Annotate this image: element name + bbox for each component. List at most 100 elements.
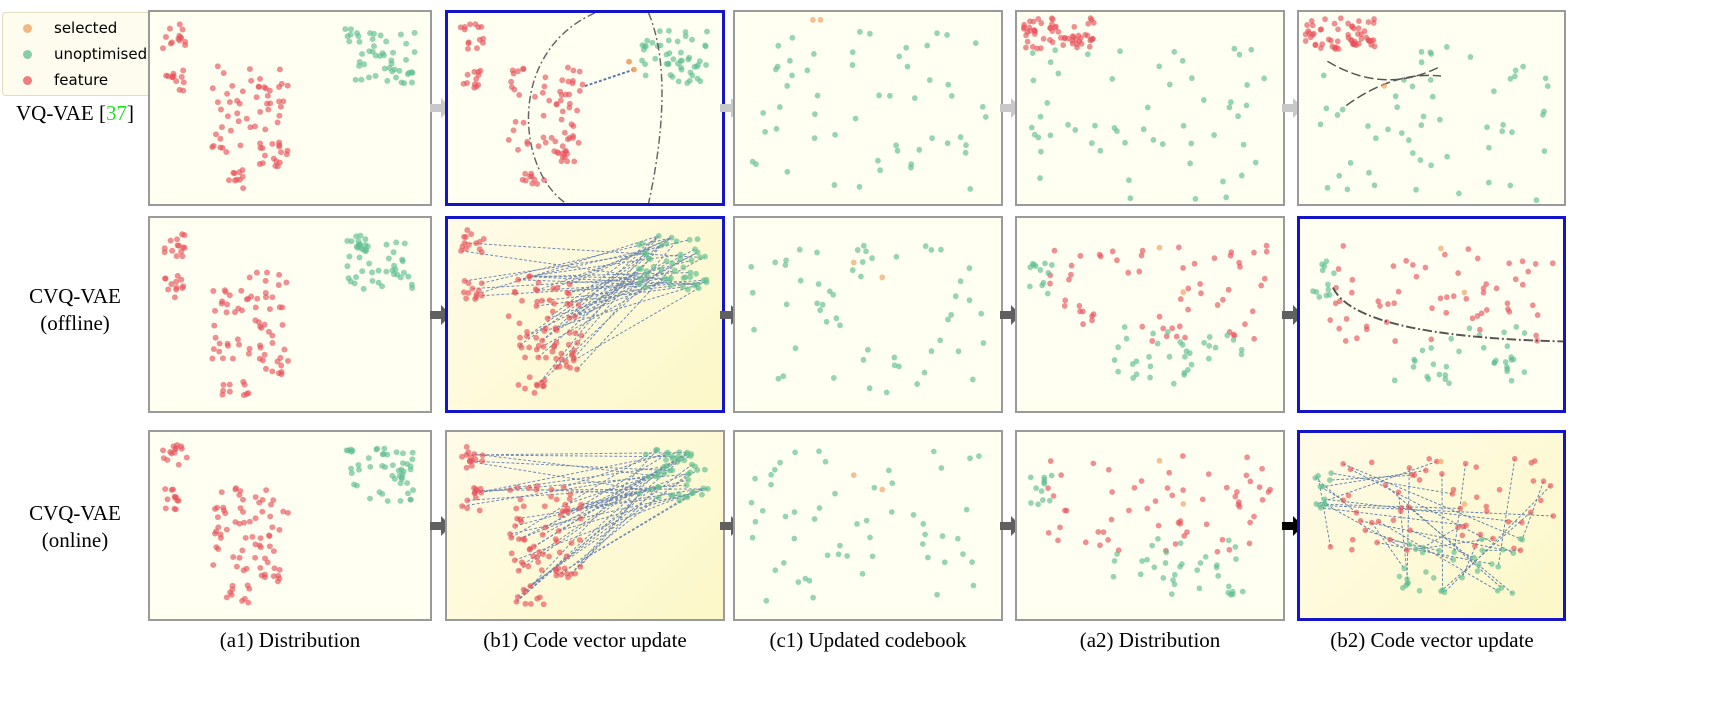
point-marker	[1370, 37, 1377, 44]
point-marker	[404, 490, 411, 497]
point-marker	[1489, 561, 1495, 567]
update-line	[536, 286, 683, 307]
point-marker	[1450, 293, 1457, 300]
point-marker	[1100, 529, 1107, 536]
point-marker	[1416, 587, 1423, 594]
point-marker	[1029, 43, 1036, 50]
point-marker	[1194, 567, 1201, 573]
scatter-plot	[160, 442, 417, 606]
point-marker	[804, 67, 811, 74]
point-marker	[257, 535, 264, 542]
point-marker	[1479, 547, 1486, 554]
point-marker	[411, 29, 418, 36]
point-marker	[226, 292, 233, 299]
update-line	[1319, 504, 1554, 517]
point-marker	[1219, 536, 1226, 543]
point-marker	[223, 526, 230, 533]
update-line	[474, 466, 665, 494]
point-marker	[1429, 93, 1436, 100]
point-marker	[284, 357, 291, 364]
point-marker	[859, 259, 866, 265]
point-marker	[879, 274, 886, 281]
point-marker	[1394, 104, 1401, 111]
point-marker	[1109, 248, 1116, 255]
point-marker	[353, 274, 360, 281]
point-marker	[511, 288, 518, 295]
point-marker	[945, 81, 952, 88]
point-marker	[1045, 485, 1051, 491]
point-marker	[795, 579, 802, 585]
scatter-plot	[1302, 15, 1551, 204]
update-line	[536, 269, 662, 387]
point-marker	[1126, 507, 1132, 514]
point-marker	[1179, 453, 1186, 459]
point-marker	[957, 278, 964, 285]
point-marker	[1512, 276, 1519, 283]
update-line	[547, 279, 670, 319]
row-label-sub: (online)	[41, 528, 109, 552]
row-label-text: CVQ-VAE	[29, 501, 121, 525]
point-marker	[929, 135, 936, 142]
point-marker	[1027, 18, 1033, 25]
point-marker	[749, 289, 756, 296]
point-marker	[513, 598, 520, 605]
point-marker	[162, 275, 169, 282]
point-marker	[257, 108, 264, 115]
scatter-plot	[1027, 453, 1273, 598]
point-marker	[1166, 469, 1173, 476]
point-marker	[553, 496, 560, 503]
panel-row1-col4	[1015, 10, 1285, 206]
point-marker	[532, 93, 538, 100]
point-marker	[546, 297, 553, 304]
point-marker	[513, 505, 520, 512]
boundary-arc	[527, 13, 663, 203]
point-marker	[1443, 363, 1450, 370]
point-marker	[661, 470, 668, 477]
point-marker	[1527, 509, 1534, 516]
point-marker	[655, 468, 662, 475]
point-marker	[879, 486, 886, 493]
update-line	[509, 492, 693, 535]
point-marker	[1358, 35, 1365, 42]
point-marker	[265, 328, 272, 335]
point-marker	[784, 168, 791, 175]
point-marker	[924, 42, 931, 49]
point-marker	[365, 74, 372, 81]
point-marker	[565, 78, 572, 85]
point-marker	[539, 337, 546, 344]
point-marker	[1180, 122, 1187, 129]
point-marker	[534, 181, 541, 187]
update-line	[553, 237, 672, 290]
point-marker	[173, 284, 180, 291]
point-marker	[1507, 75, 1514, 82]
point-marker	[944, 31, 950, 38]
point-marker	[511, 557, 518, 564]
point-marker	[976, 453, 982, 460]
citation-link[interactable]: 37	[106, 101, 128, 125]
point-marker	[1496, 486, 1503, 493]
point-marker	[1047, 132, 1054, 139]
point-marker	[517, 342, 523, 349]
point-marker	[403, 56, 410, 63]
point-marker	[571, 347, 578, 354]
point-marker	[1040, 35, 1047, 42]
point-marker	[682, 274, 689, 281]
point-marker	[410, 487, 417, 493]
update-line	[517, 497, 659, 520]
point-marker	[1349, 289, 1355, 296]
point-marker	[1170, 380, 1177, 387]
update-line	[472, 278, 641, 290]
point-marker	[1410, 150, 1416, 157]
point-marker	[1340, 242, 1347, 249]
point-marker	[241, 519, 248, 526]
point-marker	[1456, 190, 1462, 197]
panel-row3-col5	[1297, 430, 1566, 621]
point-marker	[519, 297, 525, 304]
point-marker	[655, 232, 662, 239]
point-marker	[773, 125, 780, 132]
point-marker	[246, 66, 253, 73]
point-marker	[512, 523, 519, 529]
point-marker	[954, 535, 961, 542]
update-line	[570, 493, 640, 575]
point-marker	[252, 541, 259, 548]
